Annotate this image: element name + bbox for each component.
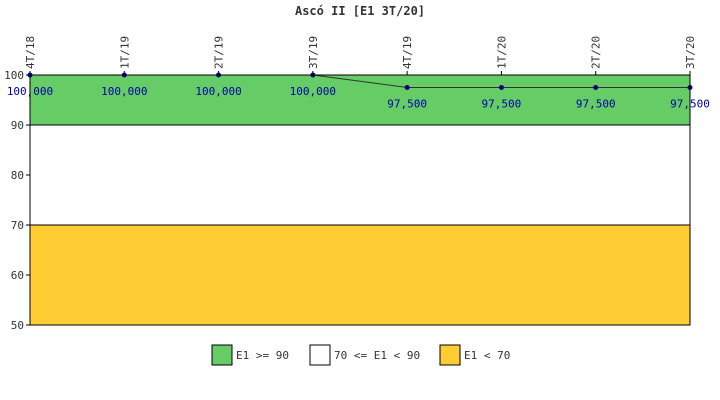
- x-tick-label: 1T/19: [118, 36, 131, 69]
- legend-swatch: [211, 344, 233, 366]
- threshold-bands: [29, 74, 691, 326]
- legend-swatch: [439, 344, 461, 366]
- data-label: 97,500: [576, 98, 616, 111]
- plot-frame: [29, 74, 691, 326]
- data-point: [498, 85, 504, 90]
- y-tick-label: 90: [11, 119, 24, 132]
- legend-swatch: [309, 344, 331, 366]
- data-label: 100,000: [101, 85, 147, 98]
- y-tick-label: 60: [11, 269, 24, 282]
- data-label: 100,000: [195, 85, 241, 98]
- data-point: [404, 85, 410, 90]
- band-0: [29, 74, 691, 126]
- legend: E1 >= 90 70 <= E1 < 90 E1 < 70: [211, 344, 510, 366]
- x-tick-label: 4T/19: [401, 36, 414, 69]
- x-axis: 4T/18 1T/19 2T/19 3T/19 4T/19 1T/20 2T/20 3T/20: [24, 36, 697, 75]
- y-tick-label: 50: [11, 319, 24, 332]
- band-1: [29, 124, 691, 226]
- x-tick-label: 1T/20: [495, 36, 508, 69]
- data-label: 100,000: [290, 85, 336, 98]
- legend-label: 70 <= E1 < 90: [334, 349, 420, 362]
- x-tick-label: 2T/20: [590, 36, 603, 69]
- legend-label: E1 >= 90: [236, 349, 289, 362]
- band-2: [29, 224, 691, 326]
- data-label: 97,500: [482, 98, 522, 111]
- y-axis: 50 60 70 80 90 100: [4, 69, 30, 332]
- y-tick-label: 70: [11, 219, 24, 232]
- x-tick-label: 3T/20: [684, 36, 697, 69]
- x-tick-label: 4T/18: [24, 36, 37, 69]
- x-tick-label: 2T/19: [213, 36, 226, 69]
- x-tick-label: 3T/19: [307, 36, 320, 69]
- y-tick-label: 100: [4, 69, 24, 82]
- data-label: 97,500: [387, 98, 427, 111]
- y-tick-label: 80: [11, 169, 24, 182]
- chart-title: Ascó II [E1 3T/20]: [295, 4, 425, 18]
- data-point: [593, 85, 599, 90]
- legend-label: E1 < 70: [464, 349, 510, 362]
